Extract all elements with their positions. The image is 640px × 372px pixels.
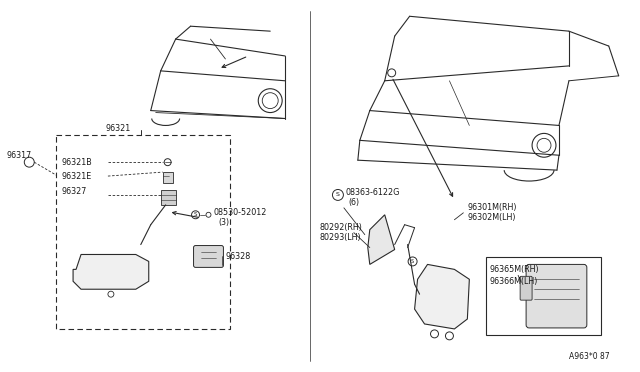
Text: 96302M(LH): 96302M(LH) [467,213,516,222]
Text: A963*0 87: A963*0 87 [569,352,609,361]
Bar [56,135,230,329]
Polygon shape [415,264,469,329]
Text: (3): (3) [218,218,230,227]
Text: S: S [336,192,340,198]
FancyBboxPatch shape [526,264,587,328]
Text: (6): (6) [349,198,360,207]
Text: 96327: 96327 [61,187,86,196]
Polygon shape [368,215,395,264]
Text: 96365M(RH): 96365M(RH) [489,265,539,274]
Text: 96321: 96321 [106,124,131,133]
Text: 96317: 96317 [6,151,31,160]
Text: 08530-52012: 08530-52012 [214,208,267,217]
Polygon shape [163,172,173,183]
Bar [486,257,601,335]
Text: 96366M(LH): 96366M(LH) [489,277,538,286]
Text: 96321E: 96321E [61,171,92,180]
Text: S: S [194,212,197,217]
FancyBboxPatch shape [520,276,532,300]
Polygon shape [161,190,175,205]
Text: 96328: 96328 [225,252,251,261]
Text: 80292(RH): 80292(RH) [320,223,363,232]
Text: 08363-6122G: 08363-6122G [346,189,400,198]
Text: 96321B: 96321B [61,158,92,167]
Text: S: S [411,259,414,264]
Text: 80293(LH): 80293(LH) [320,233,362,242]
Polygon shape [73,254,148,289]
Text: 96301M(RH): 96301M(RH) [467,203,517,212]
FancyBboxPatch shape [193,246,223,267]
